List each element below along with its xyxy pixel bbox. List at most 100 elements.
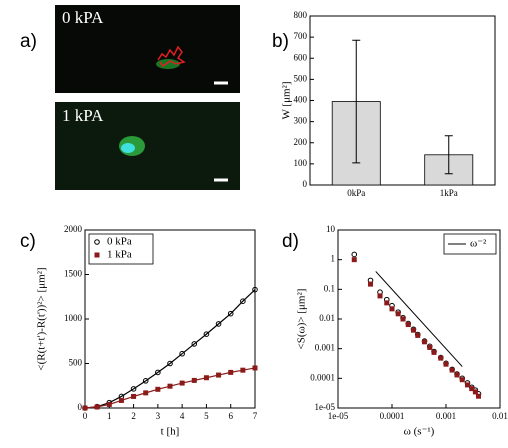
- legend-label: ω⁻²: [470, 238, 487, 250]
- marker: [203, 331, 210, 337]
- y-tick-label: 500: [294, 73, 308, 83]
- marker: [191, 341, 198, 347]
- marker: [384, 300, 390, 306]
- x-tick-label: 0.001: [436, 411, 456, 421]
- panel-label: b): [272, 31, 289, 52]
- y-tick-label: 1000: [64, 313, 83, 323]
- marker: [191, 377, 197, 383]
- marker: [443, 361, 449, 367]
- marker: [351, 251, 358, 258]
- y-tick-label: 500: [69, 358, 83, 368]
- image-label: 0 kPA: [62, 8, 104, 27]
- marker: [469, 386, 475, 392]
- y-tick-label: 800: [294, 10, 308, 20]
- y-tick-label: 0.0001: [310, 372, 335, 382]
- marker: [143, 390, 149, 396]
- image-label: 1 kPA: [62, 106, 104, 125]
- y-tick-label: 0: [78, 402, 83, 412]
- x-tick-label: 0kPa: [347, 188, 365, 198]
- marker: [228, 369, 234, 375]
- micrograph: 0 kPA: [55, 5, 240, 93]
- marker: [179, 350, 185, 357]
- y-tick-label: 2000: [64, 224, 83, 234]
- y-tick-label: 100: [294, 158, 308, 168]
- y-tick-label: 10: [326, 224, 336, 234]
- marker: [252, 286, 258, 293]
- error-bar: [444, 135, 453, 175]
- y-axis-label: <(R(t+t')-R(t'))²> [μm²]: [36, 267, 48, 370]
- marker: [431, 349, 437, 355]
- marker: [427, 344, 433, 350]
- y-axis-label: W [μm²]: [281, 81, 293, 119]
- y-tick-label: 0.1: [324, 283, 335, 293]
- marker: [130, 386, 137, 392]
- marker: [389, 306, 395, 312]
- marker: [410, 327, 416, 333]
- marker: [227, 310, 234, 317]
- marker: [118, 397, 124, 403]
- legend-box: [88, 233, 154, 265]
- marker: [203, 375, 209, 381]
- marker: [252, 365, 258, 371]
- x-tick-label: 7: [253, 411, 258, 421]
- x-tick-label: 3: [156, 411, 161, 421]
- x-tick-label: 2: [131, 411, 136, 421]
- marker: [167, 383, 173, 389]
- x-axis-label: ω (s⁻¹): [404, 426, 435, 438]
- marker: [377, 293, 383, 299]
- marker: [459, 377, 465, 383]
- marker: [94, 404, 100, 410]
- marker: [216, 372, 222, 378]
- marker: [449, 367, 455, 373]
- marker: [476, 393, 482, 399]
- marker: [142, 378, 149, 384]
- x-tick-label: 1kPa: [440, 188, 458, 198]
- x-tick-label: 1: [107, 411, 112, 421]
- x-tick-label: 0.0001: [380, 411, 405, 421]
- marker: [438, 355, 444, 361]
- y-tick-label: 1500: [64, 269, 83, 279]
- panel-label: c): [20, 231, 36, 252]
- marker: [400, 316, 406, 322]
- line: [84, 289, 256, 409]
- legend-label: 1 kPa: [107, 249, 132, 261]
- x-tick-label: 1e-05: [328, 411, 349, 421]
- y-tick-label: 700: [294, 31, 308, 41]
- marker: [422, 339, 428, 345]
- x-axis-label: t [h]: [161, 426, 180, 438]
- marker: [82, 405, 88, 411]
- y-tick-label: 200: [294, 137, 308, 147]
- marker: [155, 386, 161, 392]
- marker: [368, 281, 374, 287]
- reference-line: [375, 271, 463, 367]
- marker: [472, 389, 478, 395]
- marker: [405, 322, 411, 328]
- y-tick-label: 0.001: [315, 343, 335, 353]
- y-tick-label: 300: [294, 116, 308, 126]
- y-tick-label: 600: [294, 52, 308, 62]
- x-tick-label: 0: [83, 411, 88, 421]
- legend-marker: [94, 252, 100, 258]
- marker: [131, 393, 137, 399]
- marker: [454, 372, 460, 378]
- panel-label: d): [282, 231, 299, 252]
- marker: [240, 367, 246, 373]
- y-tick-label: 1: [331, 254, 336, 264]
- marker: [106, 401, 112, 407]
- marker: [415, 332, 421, 338]
- marker: [155, 369, 161, 376]
- x-tick-label: 0.01: [492, 411, 508, 421]
- marker: [167, 360, 173, 367]
- y-tick-label: 1e-05: [315, 402, 336, 412]
- y-axis-label: <S(ω)> [μm²]: [296, 289, 308, 350]
- y-tick-label: 0.01: [319, 313, 335, 323]
- panel-label: a): [20, 31, 37, 52]
- x-tick-label: 6: [228, 411, 233, 421]
- legend-marker: [94, 239, 100, 245]
- x-tick-label: 4: [180, 411, 185, 421]
- error-bar: [352, 39, 361, 164]
- y-tick-label: 0: [303, 179, 308, 189]
- marker: [215, 321, 222, 327]
- legend-label: 0 kPa: [107, 236, 132, 248]
